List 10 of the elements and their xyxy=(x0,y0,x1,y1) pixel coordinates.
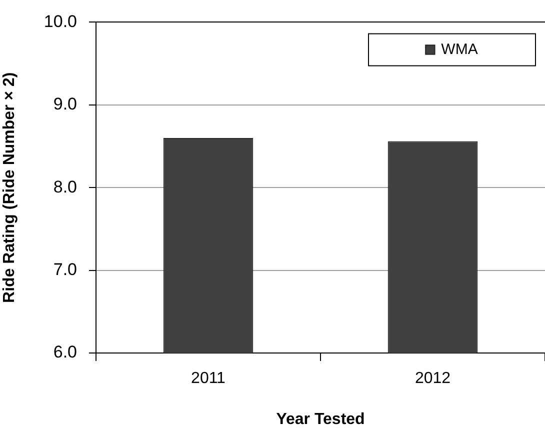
y-tick-label: 6.0 xyxy=(53,342,77,362)
y-tick-label: 8.0 xyxy=(53,177,77,196)
x-axis-title: Year Tested xyxy=(276,410,365,428)
y-tick-label: 9.0 xyxy=(53,94,77,114)
legend-label: WMA xyxy=(441,40,478,58)
y-tick-label: 7.0 xyxy=(53,260,77,279)
x-tick-label: 2011 xyxy=(191,370,226,388)
x-tick-label: 2012 xyxy=(414,370,451,388)
y-tick-label: 10.0 xyxy=(44,12,77,31)
y-axis-title: Ride Rating (Ride Number × 2) xyxy=(1,72,18,303)
